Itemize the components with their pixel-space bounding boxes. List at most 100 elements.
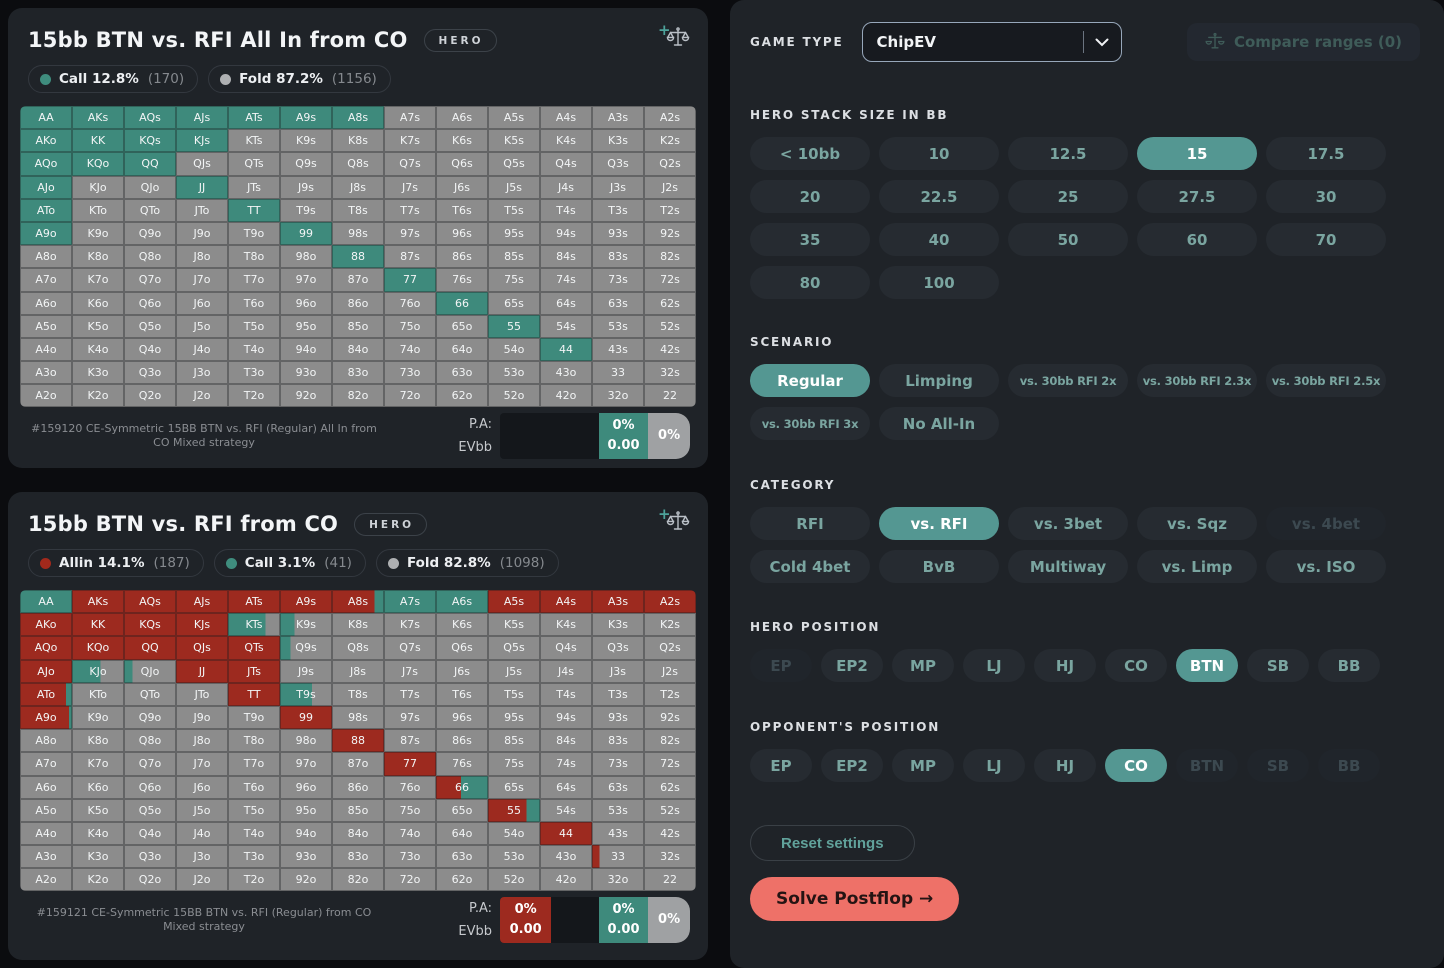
add-to-compare-button[interactable]: + [658, 505, 692, 538]
hand-cell-K8s[interactable]: K8s [332, 129, 384, 153]
hand-cell-J6s[interactable]: J6s [436, 175, 488, 199]
hand-cell-32s[interactable]: 32s [644, 361, 696, 385]
opponent-position-option-co[interactable]: CO [1105, 749, 1167, 782]
hand-cell-Q6o[interactable]: Q6o [124, 775, 176, 799]
stack-option-80[interactable]: 80 [750, 266, 870, 299]
hand-cell-J4o[interactable]: J4o [176, 821, 228, 846]
hand-cell-T7o[interactable]: T7o [228, 752, 280, 776]
hand-cell-86s[interactable]: 86s [436, 729, 488, 753]
hero-position-option-mp[interactable]: MP [892, 649, 954, 682]
hero-position-option-ep2[interactable]: EP2 [821, 649, 883, 682]
hand-cell-43s[interactable]: 43s [592, 337, 644, 362]
hand-cell-A4o[interactable]: A4o [20, 821, 72, 846]
hand-cell-53s[interactable]: 53s [592, 798, 644, 822]
hand-cell-93s[interactable]: 93s [592, 221, 644, 246]
stack-option--10bb[interactable]: < 10bb [750, 137, 870, 170]
hand-cell-J2s[interactable]: J2s [644, 659, 696, 683]
hand-cell-Q8s[interactable]: Q8s [332, 152, 384, 176]
hand-cell-Q3o[interactable]: Q3o [124, 845, 176, 869]
scenario-option-no-all-in[interactable]: No All-In [879, 407, 999, 440]
hand-cell-52s[interactable]: 52s [644, 798, 696, 822]
hand-cell-J2s[interactable]: J2s [644, 175, 696, 199]
hand-cell-K5s[interactable]: K5s [488, 129, 540, 153]
hand-cell-96o[interactable]: 96o [280, 775, 332, 799]
hand-cell-Q9o[interactable]: Q9o [124, 705, 176, 730]
hand-cell-52o[interactable]: 52o [488, 868, 540, 892]
hand-cell-65s[interactable]: 65s [488, 775, 540, 799]
hand-cell-94o[interactable]: 94o [280, 821, 332, 846]
hand-cell-J9o[interactable]: J9o [176, 705, 228, 730]
hand-cell-65o[interactable]: 65o [436, 314, 488, 338]
hand-cell-42o[interactable]: 42o [540, 868, 592, 892]
hand-cell-J5o[interactable]: J5o [176, 314, 228, 338]
hand-cell-82s[interactable]: 82s [644, 729, 696, 753]
hand-cell-T9s[interactable]: T9s [280, 198, 332, 222]
hand-cell-93o[interactable]: 93o [280, 845, 332, 869]
hand-cell-52s[interactable]: 52s [644, 314, 696, 338]
hand-cell-88[interactable]: 88 [332, 245, 384, 269]
hand-cell-93s[interactable]: 93s [592, 705, 644, 730]
hand-cell-AKo[interactable]: AKo [20, 129, 72, 153]
hand-cell-KQo[interactable]: KQo [72, 152, 124, 176]
hand-cell-64o[interactable]: 64o [436, 337, 488, 362]
hand-cell-94s[interactable]: 94s [540, 705, 592, 730]
hand-cell-A7s[interactable]: A7s [384, 590, 436, 614]
hand-cell-AJo[interactable]: AJo [20, 659, 72, 683]
stack-option-35[interactable]: 35 [750, 223, 870, 256]
hand-cell-Q9o[interactable]: Q9o [124, 221, 176, 246]
hand-cell-AKs[interactable]: AKs [72, 590, 124, 614]
hand-cell-53s[interactable]: 53s [592, 314, 644, 338]
hand-cell-43s[interactable]: 43s [592, 821, 644, 846]
hand-cell-86o[interactable]: 86o [332, 775, 384, 799]
hand-cell-88[interactable]: 88 [332, 729, 384, 753]
hand-cell-K4o[interactable]: K4o [72, 821, 124, 846]
hand-cell-98o[interactable]: 98o [280, 729, 332, 753]
hand-cell-Q6s[interactable]: Q6s [436, 152, 488, 176]
hand-cell-54o[interactable]: 54o [488, 821, 540, 846]
hand-cell-J6s[interactable]: J6s [436, 659, 488, 683]
hand-cell-A8s[interactable]: A8s [332, 106, 384, 130]
hand-cell-K8s[interactable]: K8s [332, 613, 384, 637]
solve-postflop-button[interactable]: Solve Postflop → [750, 877, 960, 921]
hero-position-option-sb[interactable]: SB [1247, 649, 1309, 682]
hand-cell-64s[interactable]: 64s [540, 291, 592, 315]
hand-cell-95o[interactable]: 95o [280, 798, 332, 822]
legend-chip-fold[interactable]: Fold 87.2% (1156) [208, 65, 391, 93]
category-option-cold-4bet[interactable]: Cold 4bet [750, 550, 870, 583]
hand-cell-82o[interactable]: 82o [332, 384, 384, 408]
hand-cell-J7o[interactable]: J7o [176, 752, 228, 776]
hand-cell-J7o[interactable]: J7o [176, 268, 228, 292]
hand-cell-92s[interactable]: 92s [644, 705, 696, 730]
hand-cell-T4s[interactable]: T4s [540, 682, 592, 706]
game-type-select[interactable]: ChipEV [861, 22, 1122, 62]
opponent-position-option-lj[interactable]: LJ [963, 749, 1025, 782]
hand-cell-K6s[interactable]: K6s [436, 613, 488, 637]
scenario-option-vs.-30bb-rfi-3x[interactable]: vs. 30bb RFI 3x [750, 407, 870, 440]
hand-cell-98s[interactable]: 98s [332, 705, 384, 730]
hand-cell-KK[interactable]: KK [72, 613, 124, 637]
opponent-position-option-mp[interactable]: MP [892, 749, 954, 782]
hand-cell-62s[interactable]: 62s [644, 775, 696, 799]
hand-cell-T9o[interactable]: T9o [228, 705, 280, 730]
hand-cell-74s[interactable]: 74s [540, 752, 592, 776]
hand-cell-ATs[interactable]: ATs [228, 590, 280, 614]
hand-cell-85o[interactable]: 85o [332, 798, 384, 822]
hand-cell-54s[interactable]: 54s [540, 314, 592, 338]
hand-cell-72s[interactable]: 72s [644, 752, 696, 776]
hand-cell-44[interactable]: 44 [540, 821, 592, 846]
hand-cell-K5o[interactable]: K5o [72, 314, 124, 338]
hand-cell-83s[interactable]: 83s [592, 245, 644, 269]
hand-cell-75o[interactable]: 75o [384, 798, 436, 822]
category-option-bvb[interactable]: BvB [879, 550, 999, 583]
hand-cell-QTs[interactable]: QTs [228, 152, 280, 176]
hand-cell-Q9s[interactable]: Q9s [280, 636, 332, 660]
hand-cell-K6o[interactable]: K6o [72, 291, 124, 315]
hand-cell-62s[interactable]: 62s [644, 291, 696, 315]
hand-cell-QTo[interactable]: QTo [124, 682, 176, 706]
hand-cell-Q4o[interactable]: Q4o [124, 337, 176, 362]
category-option-vs.-sqz[interactable]: vs. Sqz [1137, 507, 1257, 540]
hand-cell-84o[interactable]: 84o [332, 821, 384, 846]
hand-cell-Q7o[interactable]: Q7o [124, 268, 176, 292]
hand-cell-J7s[interactable]: J7s [384, 659, 436, 683]
hand-cell-76s[interactable]: 76s [436, 268, 488, 292]
